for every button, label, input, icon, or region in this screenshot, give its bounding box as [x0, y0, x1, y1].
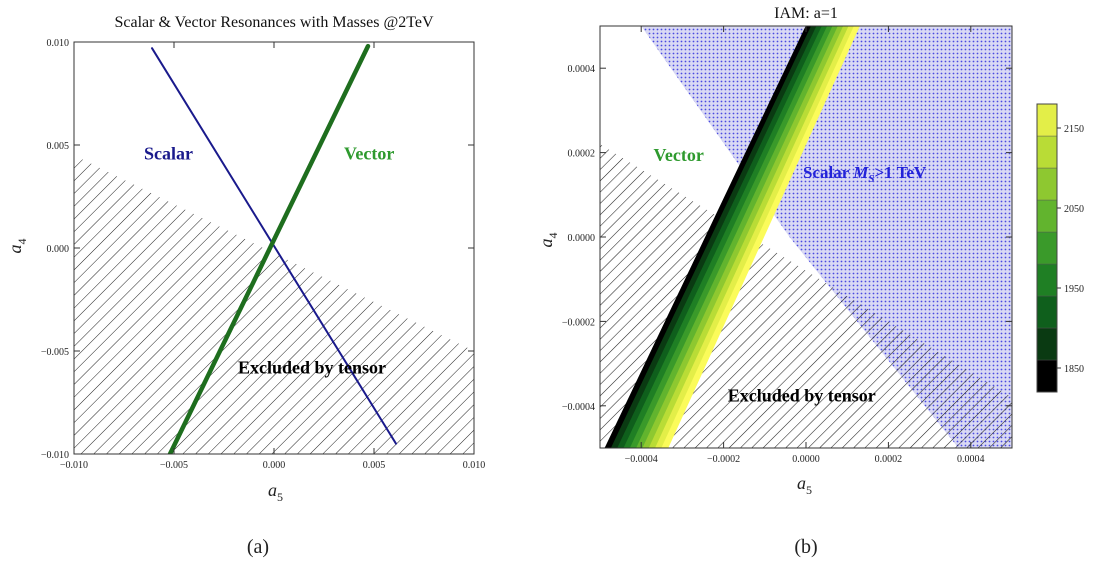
y-tick-label-a: 0.000: [47, 244, 70, 255]
x-axis-label-a: a5: [268, 480, 283, 504]
excluded-region-a: [74, 155, 474, 454]
y-tick-label-b: 0.0004: [568, 64, 596, 75]
y-tick-label-b: 0.0000: [568, 233, 596, 244]
x-tick-label-b: 0.0002: [875, 454, 903, 465]
colorbar-frame: [1036, 103, 1058, 393]
x-tick-label-a: 0.010: [463, 460, 486, 471]
colorbar-tick-label: 1850: [1064, 364, 1084, 375]
colorbar-segment: [1036, 359, 1058, 393]
vector-band-stripe: [629, 26, 834, 448]
vector-band-stripe: [661, 26, 860, 448]
y-tick-label-a: −0.005: [41, 347, 69, 358]
vector-band-stripe: [648, 26, 850, 448]
x-tick-label-b: −0.0002: [707, 454, 740, 465]
vector-band-stripe: [655, 26, 855, 448]
colorbar-segment: [1036, 231, 1058, 265]
chart-panel-b: IAM: a=1 −0.0004 −0.0002 0.0000 0.0002 0.000…: [536, 5, 1084, 558]
y-tick-label-a: 0.005: [47, 141, 70, 152]
colorbar-segment: [1036, 103, 1058, 137]
y-tick-label-b: −0.0004: [562, 402, 595, 413]
y-axis-label-b: a4: [536, 233, 560, 248]
colorbar-segment: [1036, 167, 1058, 201]
y-tick-label-b: 0.0002: [568, 149, 596, 160]
x-tick-label-a: −0.005: [160, 460, 188, 471]
y-tick-label-a: 0.010: [47, 38, 70, 49]
vector-band-stripe: [604, 26, 812, 448]
annotation-a-0: Scalar: [144, 143, 193, 163]
annotation-b-0: Vector: [654, 145, 704, 165]
colorbar-tick-label: 2150: [1064, 124, 1084, 135]
series-line-scalar: [151, 47, 397, 445]
colorbar-tick-label: 1950: [1064, 284, 1084, 295]
vector-band-stripe: [617, 26, 823, 448]
vector-band-stripe: [610, 26, 818, 448]
panel-label-a: (a): [247, 536, 269, 558]
x-tick-label-b: 0.0000: [792, 454, 820, 465]
colorbar-segment: [1036, 135, 1058, 169]
colorbar-segment: [1036, 327, 1058, 361]
x-tick-label-b: −0.0004: [625, 454, 658, 465]
colorbar: 1850 1950 2050 2150: [1036, 103, 1084, 393]
scalar-region-label-b: Scalar MS>1 TeV: [803, 163, 927, 185]
vector-band-stripe: [642, 26, 844, 448]
annotation-a-1: Vector: [344, 143, 394, 163]
x-axis-label-b: a5: [797, 473, 812, 497]
chart-title-b: IAM: a=1: [774, 5, 838, 22]
y-axis-label-a: a4: [5, 239, 29, 254]
panel-label-b: (b): [794, 536, 817, 558]
chart-panel-a: Scalar & Vector Resonances with Masses @…: [5, 14, 485, 558]
annotation-a-2: Excluded by tensor: [238, 358, 386, 378]
x-tick-label-b: 0.0004: [957, 454, 985, 465]
x-tick-label-a: 0.000: [263, 460, 286, 471]
colorbar-segment: [1036, 199, 1058, 233]
vector-band-stripe: [636, 26, 839, 448]
colorbar-segment: [1036, 263, 1058, 297]
series-line-vector: [167, 43, 371, 454]
excluded-region-b: [600, 144, 1012, 448]
annotation-b-1: Excluded by tensor: [728, 386, 876, 406]
colorbar-tick-label: 2050: [1064, 204, 1084, 215]
chart-title-a: Scalar & Vector Resonances with Masses @…: [114, 14, 433, 31]
vector-band-stripe: [623, 26, 828, 448]
x-tick-label-a: −0.010: [60, 460, 88, 471]
x-tick-label-a: 0.005: [363, 460, 386, 471]
y-tick-label-b: −0.0002: [562, 317, 595, 328]
vector-band-b: [604, 26, 860, 448]
colorbar-segment: [1036, 295, 1058, 329]
y-tick-label-a: −0.010: [41, 450, 69, 461]
